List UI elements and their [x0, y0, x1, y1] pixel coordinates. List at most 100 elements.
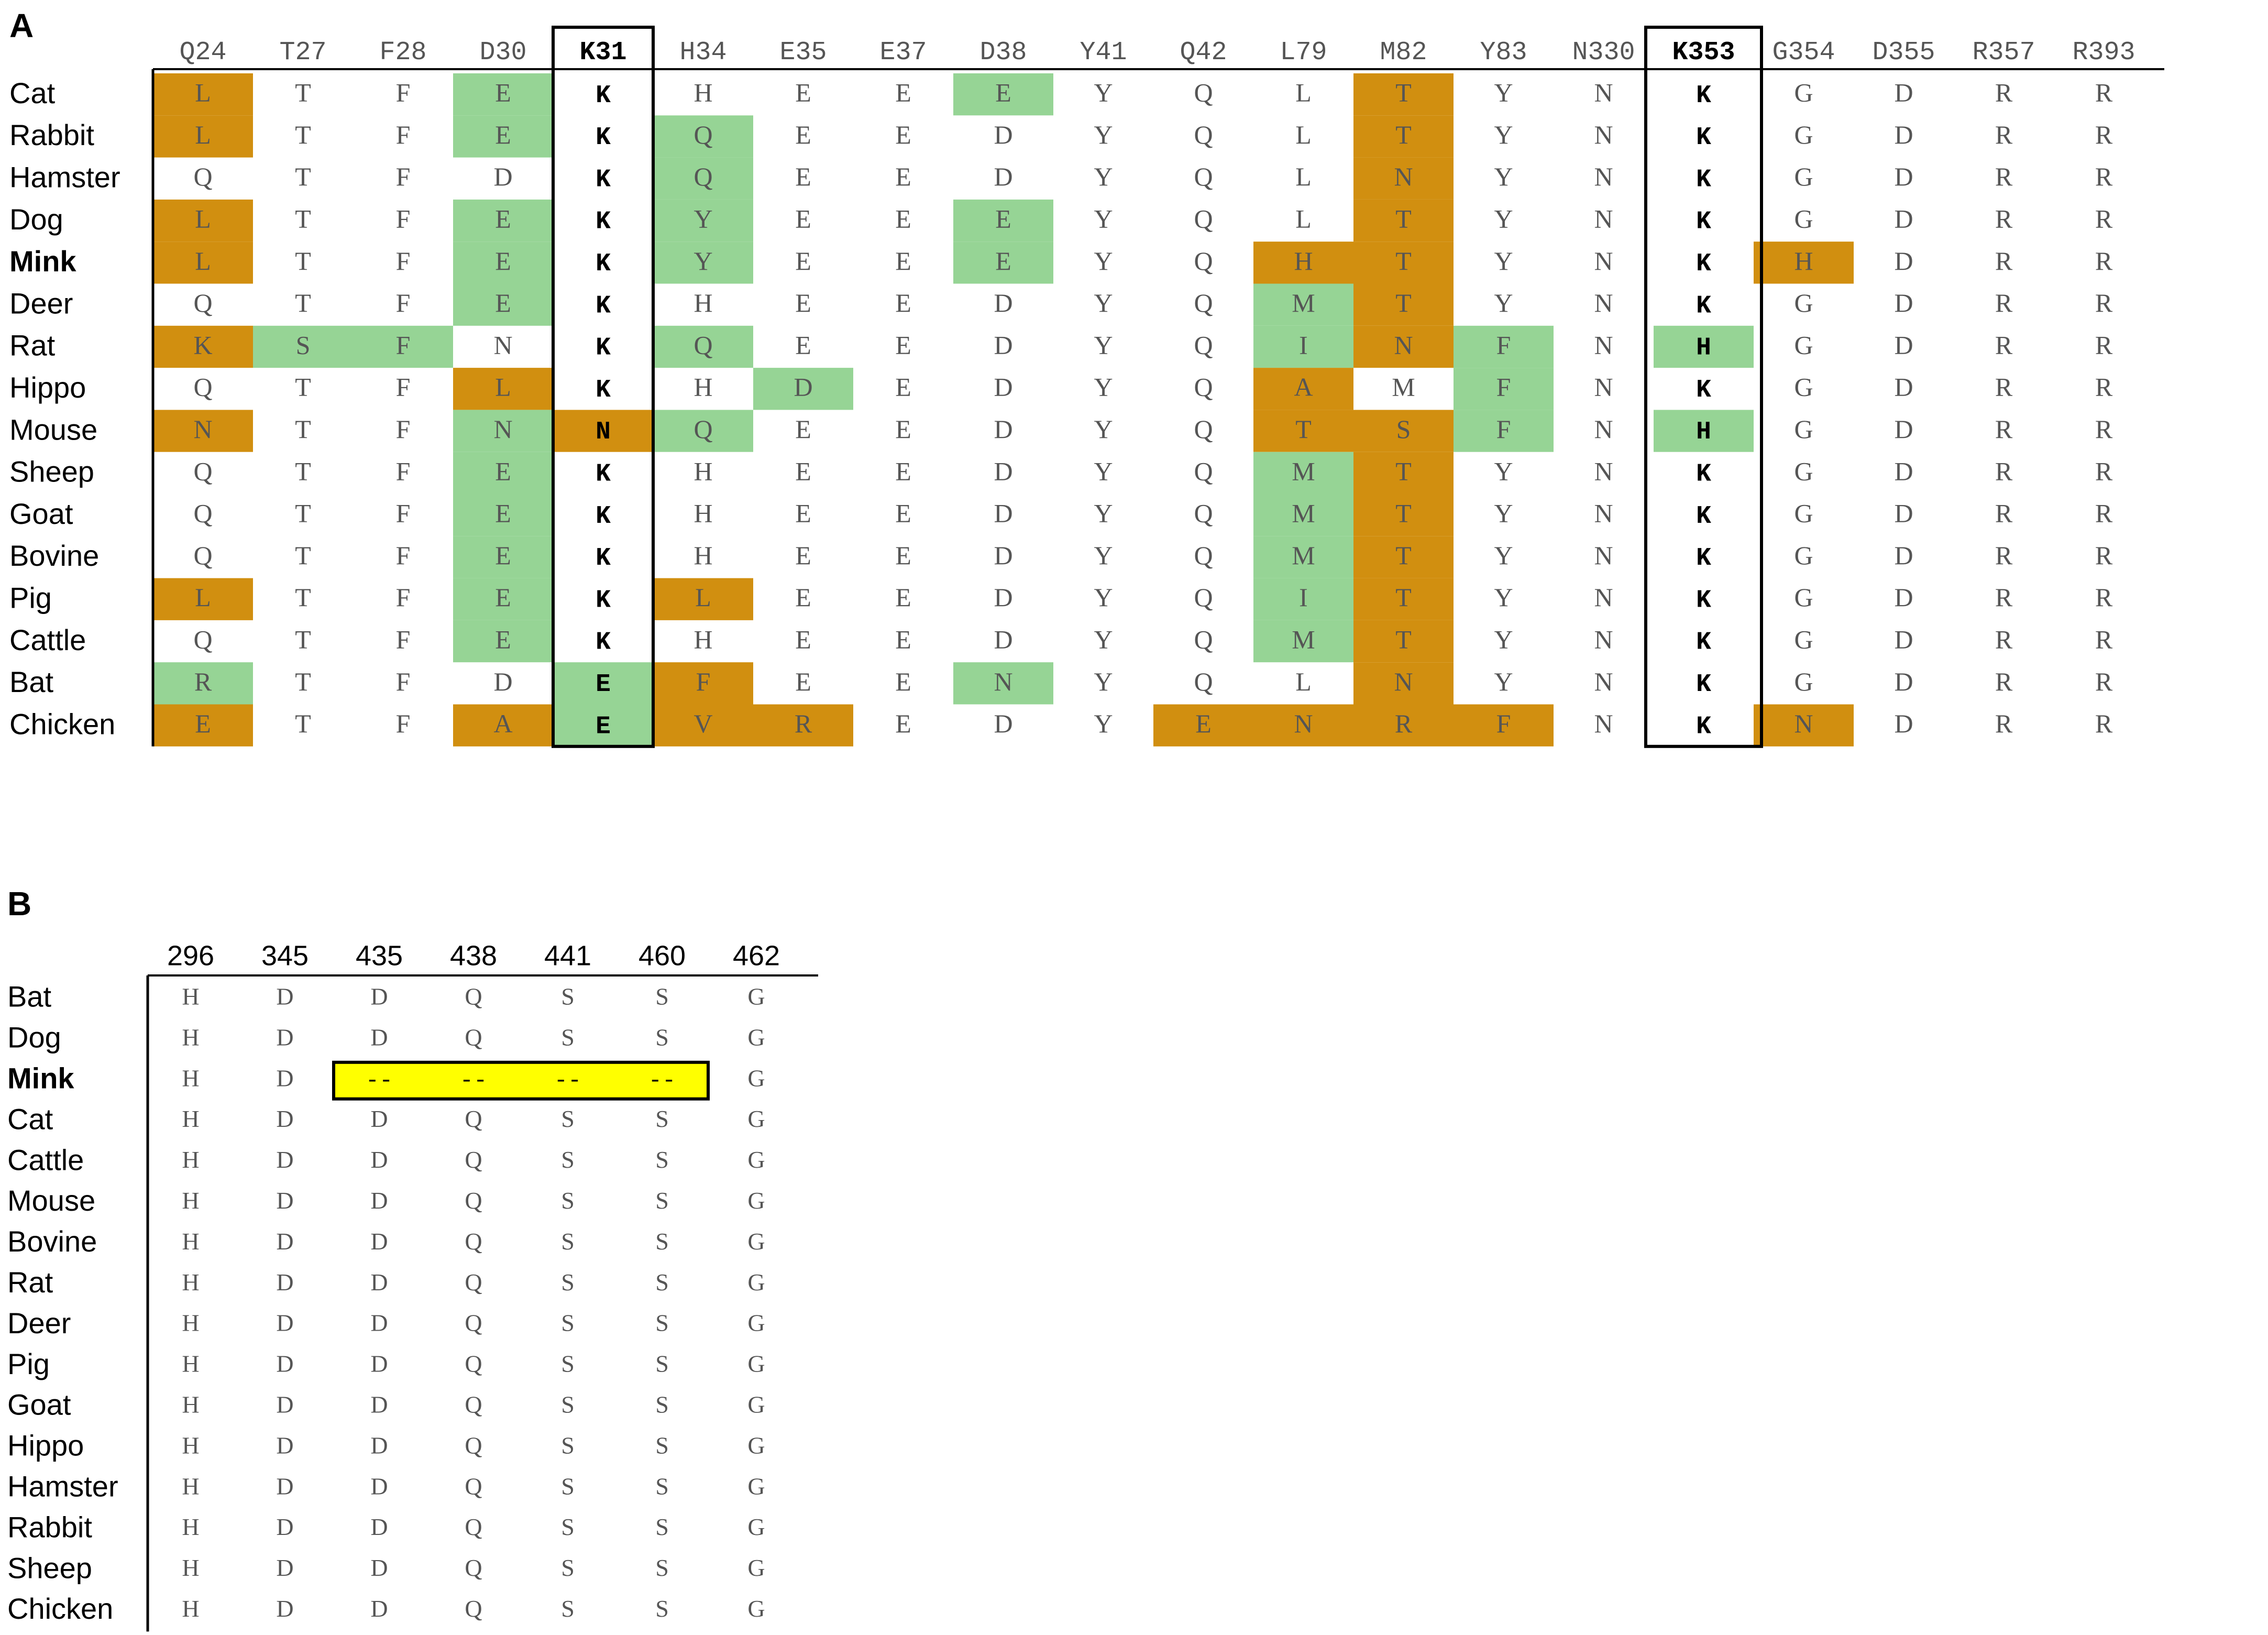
residue-cell: D — [994, 625, 1012, 654]
residue-cell: D — [370, 1473, 388, 1499]
residue-cell: R — [1995, 456, 2013, 486]
shade-cell — [453, 620, 553, 663]
residue-cell: Q — [1194, 414, 1213, 444]
residue-cell: K — [596, 250, 611, 278]
residue-cell: F — [1496, 372, 1511, 402]
column-header: E37 — [879, 38, 927, 68]
shade-cell — [953, 662, 1053, 705]
residue-cell: Y — [1494, 78, 1513, 107]
species-label: Deer — [9, 287, 73, 320]
shade-cell — [1454, 325, 1554, 368]
residue-cell: G — [747, 1351, 765, 1377]
column-header: F28 — [379, 38, 426, 68]
residue-cell: D — [276, 1513, 293, 1540]
residue-cell: F — [396, 499, 411, 528]
residue-cell: D — [276, 1310, 293, 1336]
residue-cell: H — [182, 1228, 199, 1255]
species-label: Cat — [7, 1102, 53, 1135]
residue-cell: T — [295, 414, 311, 444]
residue-cell: E — [895, 204, 911, 234]
residue-cell: R — [2095, 667, 2113, 696]
residue-cell: G — [1794, 120, 1813, 149]
residue-cell: K — [596, 208, 611, 236]
residue-cell: L — [1295, 162, 1312, 191]
species-label: Sheep — [9, 455, 94, 488]
column-header: K353 — [1672, 38, 1735, 68]
residue-cell: D — [1894, 541, 1913, 570]
column-header: 438 — [450, 940, 497, 971]
shade-cell — [653, 410, 753, 452]
residue-cell: S — [561, 1513, 575, 1540]
column-header: L79 — [1280, 38, 1327, 68]
residue-cell: K — [596, 292, 611, 320]
residue-cell: S — [561, 1228, 575, 1255]
residue-cell: K — [1696, 166, 1711, 194]
residue-cell: T — [295, 120, 311, 149]
residue-cell: N — [1594, 288, 1613, 317]
residue-cell: Q — [465, 1105, 482, 1132]
residue-cell: H — [693, 372, 712, 402]
residue-cell: F — [396, 709, 411, 738]
column-header: 460 — [638, 940, 686, 971]
residue-cell: D — [1894, 667, 1913, 696]
residue-cell: Y — [1094, 583, 1113, 612]
species-label: Hippo — [9, 371, 86, 404]
residue-cell: E — [895, 456, 911, 486]
residue-cell: K — [596, 544, 611, 573]
residue-cell: D — [276, 1473, 293, 1499]
residue-cell: H — [182, 1146, 199, 1173]
residue-cell: N — [1594, 541, 1613, 570]
residue-cell: R — [2095, 583, 2113, 612]
residue-cell: Q — [693, 414, 712, 444]
shade-cell — [153, 662, 253, 705]
residue-cell: G — [747, 1024, 765, 1050]
residue-cell: R — [194, 667, 212, 696]
residue-cell: L — [195, 246, 211, 276]
residue-cell: Y — [1094, 162, 1113, 191]
residue-cell: H — [693, 499, 712, 528]
shade-cell — [1353, 452, 1454, 494]
panel-b-label: B — [7, 885, 32, 923]
residue-cell: T — [295, 162, 311, 191]
residue-cell: S — [561, 1554, 575, 1581]
residue-cell: R — [2095, 162, 2113, 191]
residue-cell: R — [1995, 414, 2013, 444]
residue-cell: N — [1594, 78, 1613, 107]
residue-cell: N — [1594, 583, 1613, 612]
residue-cell: H — [1696, 418, 1711, 446]
shade-cell — [653, 199, 753, 242]
residue-cell: T — [295, 625, 311, 654]
residue-cell: E — [895, 541, 911, 570]
residue-cell: R — [2095, 709, 2113, 738]
column-header: D355 — [1872, 38, 1935, 68]
residue-cell: G — [1794, 541, 1813, 570]
shade-cell — [453, 242, 553, 284]
residue-cell: R — [2095, 414, 2113, 444]
shade-cell — [153, 242, 253, 284]
residue-cell: E — [895, 372, 911, 402]
residue-cell: D — [1894, 120, 1913, 149]
residue-cell: A — [1294, 372, 1313, 402]
residue-cell: H — [182, 1269, 199, 1296]
residue-cell: D — [276, 1228, 293, 1255]
residue-cell: E — [495, 541, 511, 570]
residue-cell: D — [994, 330, 1012, 359]
residue-cell: N — [493, 414, 512, 444]
shade-cell — [753, 704, 853, 747]
species-label: Bovine — [9, 539, 99, 572]
residue-cell: E — [795, 330, 811, 359]
species-label: Hamster — [7, 1470, 118, 1503]
panel-a-alignment: Q24 T27 F28 D30 K31 H34 E35 E37 D38 Y41 Q42 L79 M82 Y… — [9, 26, 2164, 748]
species-label: Chicken — [9, 707, 115, 740]
residue-cell: S — [561, 1105, 575, 1132]
residue-cell: Y — [1094, 625, 1113, 654]
residue-cell: Q — [465, 1351, 482, 1377]
residue-cell: D — [276, 1432, 293, 1458]
residue-cell: D — [1894, 709, 1913, 738]
gap-cell: -- — [648, 1068, 676, 1094]
shade-cell — [1353, 578, 1454, 620]
residue-cell: F — [396, 204, 411, 234]
species-label: Pig — [9, 581, 52, 615]
shade-cell — [1353, 536, 1454, 578]
residue-cell: S — [561, 1146, 575, 1173]
